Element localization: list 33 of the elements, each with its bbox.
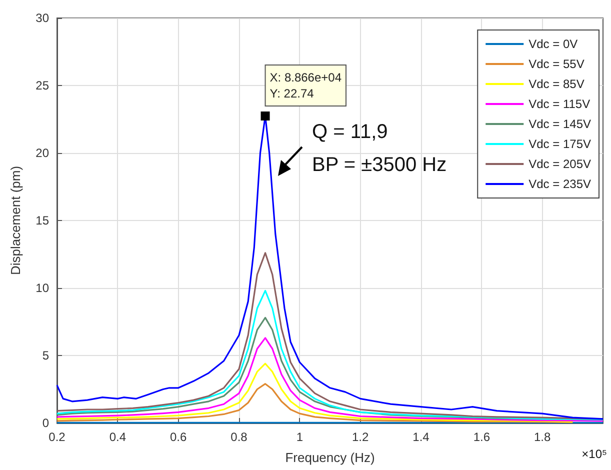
x-tick-label: 0.8 <box>230 430 248 444</box>
legend-label: Vdc = 0V <box>528 37 578 51</box>
legend-label: Vdc = 235V <box>528 177 592 191</box>
annotation: BP = ±3500 Hz <box>312 154 447 176</box>
x-tick-label: 0.2 <box>48 430 66 444</box>
y-tick-label: 20 <box>36 146 50 160</box>
legend-label: Vdc = 55V <box>528 57 584 71</box>
legend-label: Vdc = 145V <box>528 117 592 131</box>
annotation: Q = 11,9 <box>312 121 388 143</box>
line-series <box>56 362 574 422</box>
y-tick-label: 30 <box>36 11 50 25</box>
line-series <box>56 290 604 420</box>
legend-label: Vdc = 85V <box>528 77 584 91</box>
y-tick-label: 10 <box>36 281 50 295</box>
x-tick-label: 1 <box>296 430 304 444</box>
y-tick-label: 25 <box>36 78 50 92</box>
x-tick-label: 1.2 <box>352 430 369 444</box>
legend-label: Vdc = 115V <box>528 97 590 111</box>
x-tick-label: 0.4 <box>109 430 126 444</box>
x-tick-label: 0.6 <box>170 430 187 444</box>
x-axis-title: Frequency (Hz) <box>285 450 375 465</box>
y-tick-label: 15 <box>36 214 50 228</box>
line-series <box>56 383 574 424</box>
legend-label: Vdc = 175V <box>528 137 592 151</box>
annotation: X: 8.866e+04 Y: 22.74 <box>270 70 342 101</box>
y-tick-label: 0 <box>42 416 50 430</box>
text: ×10⁵ <box>582 447 608 461</box>
y-tick-label: 5 <box>42 348 50 362</box>
x-tick-label: 1.8 <box>534 430 551 444</box>
y-axis-title: Displacement (pm) <box>8 166 23 276</box>
x-tick-label: 1.6 <box>473 430 490 444</box>
x-tick-label: 1.4 <box>412 430 430 444</box>
legend-label: Vdc = 205V <box>528 157 592 171</box>
